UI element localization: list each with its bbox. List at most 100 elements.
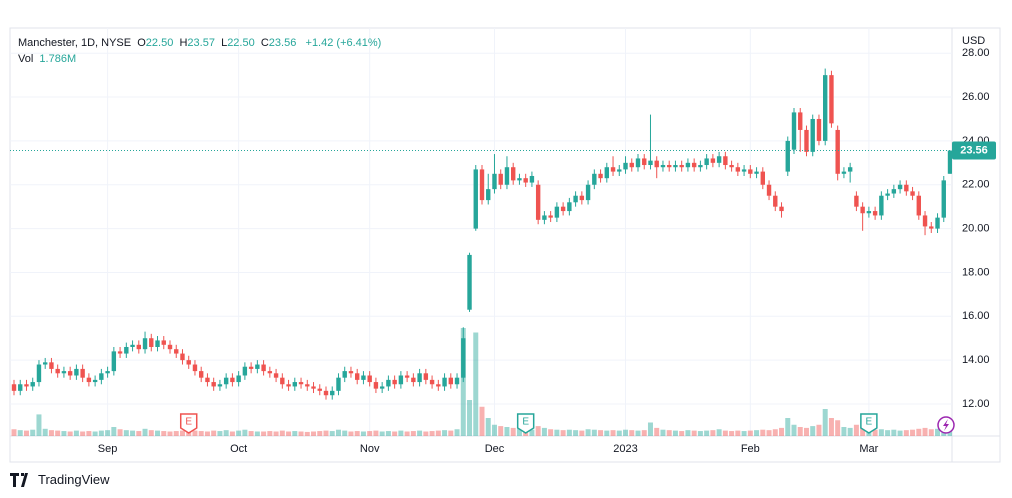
volume-bar <box>167 431 173 436</box>
candle-body <box>105 371 110 374</box>
volume-bar <box>604 430 610 436</box>
candle-body <box>99 373 104 380</box>
volume-bar <box>710 430 716 436</box>
candle-body <box>124 346 129 354</box>
candle-body <box>735 167 741 172</box>
candle-body <box>448 377 453 385</box>
candle-body <box>785 140 790 172</box>
candle-body <box>205 377 210 383</box>
candle-body <box>860 206 865 214</box>
volume-bar <box>173 431 179 436</box>
volume-bar <box>916 428 922 436</box>
volume-bar <box>155 430 161 436</box>
candle-body <box>323 390 329 396</box>
candle-body <box>174 349 179 354</box>
volume-bar <box>142 428 148 436</box>
candle-body <box>167 344 173 350</box>
candle-body <box>554 206 560 218</box>
candle-body <box>149 338 154 347</box>
volume-bar <box>404 431 410 436</box>
candle-body <box>236 375 241 383</box>
candle-body <box>935 217 940 229</box>
volume-bar <box>641 430 647 436</box>
candle-body <box>897 184 903 190</box>
candle-body <box>617 169 622 172</box>
volume-bar <box>80 431 86 436</box>
volume-bar <box>760 429 766 436</box>
candle-body <box>36 364 42 383</box>
volume-bar <box>928 429 934 436</box>
candle-body <box>866 211 872 214</box>
volume-bar <box>766 430 772 436</box>
candle-body <box>11 384 17 391</box>
ohlc: O22.50 H23.57 L22.50 C23.56 <box>137 37 302 49</box>
event-marker <box>179 413 198 434</box>
candle-body <box>379 386 385 389</box>
volume-bar <box>535 426 541 436</box>
volume-bar <box>130 430 136 436</box>
volume-bar <box>236 430 242 436</box>
candle-body <box>548 215 553 218</box>
candle-body <box>330 390 335 396</box>
volume-bar <box>442 430 448 436</box>
volume-bar <box>635 430 641 436</box>
volume-bar <box>105 430 111 436</box>
volume-bar <box>847 427 853 436</box>
symbol: Manchester, 1D, NYSE <box>18 37 132 49</box>
candle-body <box>217 384 223 387</box>
volume-bar <box>754 430 760 436</box>
ohlc-value: 23.56 <box>268 37 297 49</box>
candle-body <box>879 195 884 216</box>
candle-body <box>255 364 260 369</box>
volume-bar <box>348 431 354 436</box>
candle-body <box>567 202 572 212</box>
candle-body <box>648 160 653 166</box>
volume-bar <box>672 430 678 436</box>
volume-bar <box>878 429 884 436</box>
volume-bar <box>61 431 67 436</box>
volume-bar <box>86 431 92 436</box>
last-price-label: 23.56 <box>960 144 988 156</box>
candle-body <box>904 184 909 192</box>
candle-body <box>398 375 404 385</box>
candle-body <box>286 384 291 387</box>
volume-bar <box>810 426 816 436</box>
candle-body <box>854 195 859 207</box>
candle-body <box>922 215 928 227</box>
volume-bar <box>935 428 941 436</box>
y-tick-label: 16.00 <box>962 310 990 322</box>
candle-body <box>492 173 497 190</box>
volume-bar <box>335 429 341 436</box>
candle-body <box>929 226 934 229</box>
candle-body <box>317 388 322 391</box>
x-tick-label: Sep <box>98 443 118 455</box>
candle-body <box>199 371 204 378</box>
last-price-box <box>952 141 996 160</box>
volume-bar <box>323 430 329 436</box>
currency-label: USD <box>962 35 985 47</box>
volume-row: Vol 1.786M <box>18 51 381 67</box>
candle-body <box>223 377 229 385</box>
ohlc-key: O <box>137 37 146 49</box>
volume-bar <box>516 428 522 436</box>
volume-bar <box>747 430 753 436</box>
volume-bar <box>566 429 572 436</box>
volume-bar <box>161 431 167 436</box>
x-tick-label: Oct <box>230 443 247 455</box>
candle-body <box>155 340 160 347</box>
volume-bar <box>704 430 710 436</box>
volume-bar <box>467 400 473 436</box>
candle-body <box>673 165 678 168</box>
volume-bar <box>342 430 348 436</box>
ohlc-row: Manchester, 1D, NYSE O22.50 H23.57 L22.5… <box>18 35 381 51</box>
candle-body <box>261 364 266 372</box>
candle-body <box>585 184 591 201</box>
candle-body <box>691 162 697 168</box>
volume-bar <box>610 430 616 436</box>
event-marker <box>860 413 878 434</box>
candle-body <box>710 158 716 163</box>
volume-bar <box>797 427 803 436</box>
volume-bar <box>685 430 691 436</box>
candle-body <box>280 377 285 385</box>
